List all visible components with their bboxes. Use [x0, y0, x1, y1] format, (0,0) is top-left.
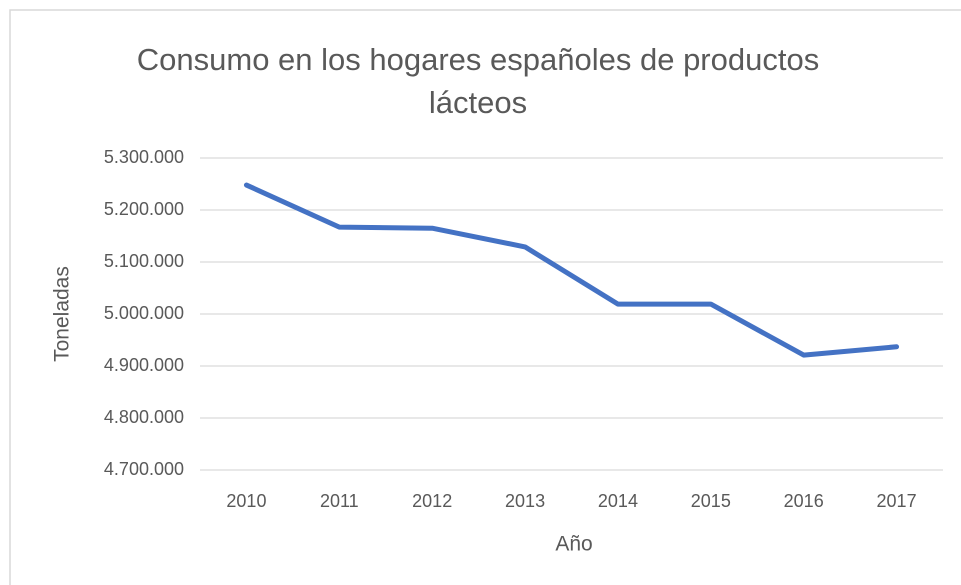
- chart-border: [9, 9, 961, 585]
- x-tick-label: 2010: [226, 491, 266, 511]
- x-tick-label: 2014: [598, 491, 638, 511]
- x-tick-label: 2013: [505, 491, 545, 511]
- y-tick-label: 4.900.000: [104, 355, 184, 375]
- y-tick-label: 4.700.000: [104, 459, 184, 479]
- y-tick-label: 5.200.000: [104, 199, 184, 219]
- y-tick-label: 5.000.000: [104, 303, 184, 323]
- x-tick-label: 2012: [412, 491, 452, 511]
- x-axis-label: Año: [555, 533, 592, 556]
- x-tick-label: 2017: [877, 491, 917, 511]
- data-line: [243, 182, 900, 358]
- chart-title: Consumo en los hogares españoles de prod…: [136, 42, 820, 120]
- x-tick-label: 2015: [691, 491, 731, 511]
- x-tick-label: 2011: [320, 491, 359, 511]
- y-tick-label: 5.300.000: [104, 147, 184, 167]
- y-tick-label: 4.800.000: [104, 407, 184, 427]
- x-tick-label: 2016: [784, 491, 824, 511]
- y-tick-label: 5.100.000: [104, 251, 184, 271]
- y-axis-label: Toneladas: [51, 266, 74, 362]
